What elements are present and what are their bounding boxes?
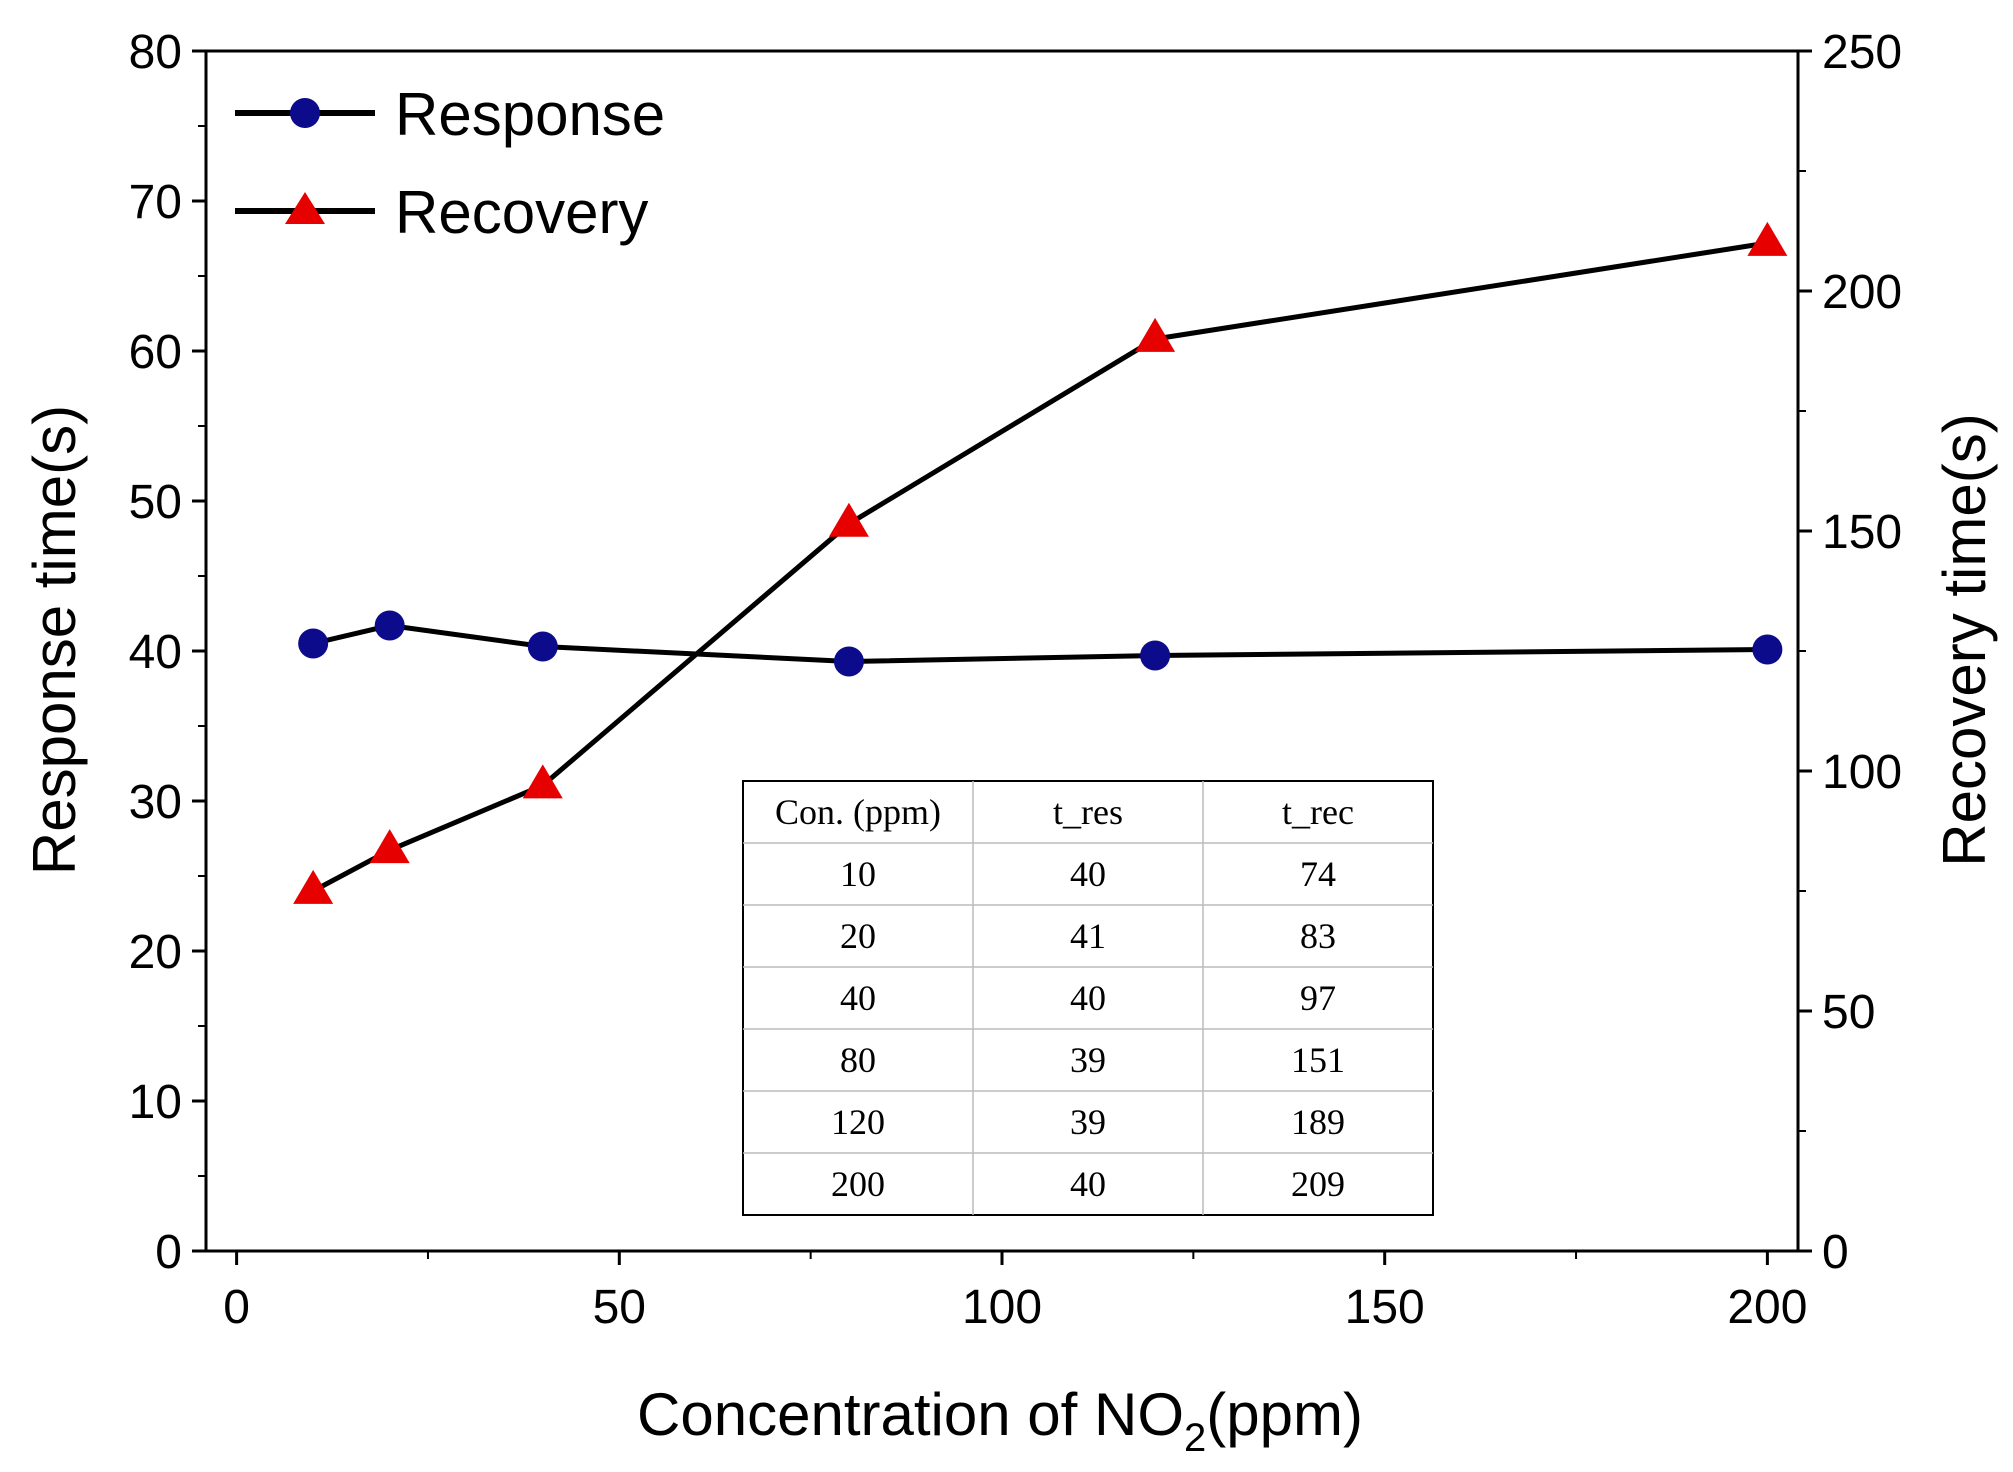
table-header-cell: t_res <box>1053 792 1123 832</box>
data-point-recovery <box>1135 317 1176 352</box>
axis-ticks: 0 50 100 150 200 0 10 20 30 40 50 60 70 80 0 50 100 150 20… <box>129 26 1902 1334</box>
data-point-response <box>1140 640 1171 671</box>
table-cell: 97 <box>1300 978 1336 1018</box>
y-right-tick-label: 50 <box>1822 986 1875 1039</box>
x-tick-label: 100 <box>962 1281 1042 1334</box>
table-cell: 40 <box>1070 978 1106 1018</box>
legend: Response Recovery <box>235 81 665 246</box>
y-left-tick-label: 80 <box>129 26 182 79</box>
x-tick-label: 50 <box>593 1281 646 1334</box>
table-cell: 80 <box>840 1040 876 1080</box>
table-text: Con. (ppm) t_res t_rec 10 40 74 20 41 83 40 40 97 80… <box>775 792 1354 1204</box>
data-point-response <box>374 610 405 641</box>
y-axis-left-title: Response time(s) <box>21 405 88 875</box>
y-right-tick-label: 100 <box>1822 746 1902 799</box>
legend-response-marker <box>290 98 320 128</box>
table-cell: 40 <box>840 978 876 1018</box>
y-left-tick-label: 50 <box>129 476 182 529</box>
x-axis-title: Concentration of NO2(ppm) <box>637 1381 1363 1460</box>
legend-response-label: Response <box>395 81 665 148</box>
table-cell: 10 <box>840 854 876 894</box>
table-cell: 200 <box>831 1164 885 1204</box>
data-point-recovery <box>369 829 410 864</box>
data-point-recovery <box>522 764 563 799</box>
y-right-tick-label: 0 <box>1822 1226 1849 1279</box>
legend-recovery-marker <box>285 192 325 224</box>
table-header-cell: Con. (ppm) <box>775 792 941 832</box>
table-cell: 74 <box>1300 854 1336 894</box>
table-cell: 40 <box>1070 1164 1106 1204</box>
y-left-tick-label: 20 <box>129 926 182 979</box>
y-right-tick-label: 150 <box>1822 506 1902 559</box>
x-tick-label: 0 <box>223 1281 250 1334</box>
x-tick-label: 150 <box>1345 1281 1425 1334</box>
table-cell: 120 <box>831 1102 885 1142</box>
table-cell: 39 <box>1070 1102 1106 1142</box>
legend-recovery-label: Recovery <box>395 179 648 246</box>
data-table: Con. (ppm) t_res t_rec 10 40 74 20 41 83 40 40 97 80… <box>742 780 1434 1216</box>
y-right-tick-label: 200 <box>1822 266 1902 319</box>
y-left-tick-label: 40 <box>129 626 182 679</box>
table-border <box>742 780 1434 1216</box>
table-cell: 39 <box>1070 1040 1106 1080</box>
data-point-recovery <box>1747 221 1788 256</box>
y-left-tick-label: 30 <box>129 776 182 829</box>
table-header-cell: t_rec <box>1282 792 1354 832</box>
y-axis-right-title: Recovery time(s) <box>1931 413 1998 866</box>
data-point-response <box>833 646 864 677</box>
y-left-tick-label: 60 <box>129 326 182 379</box>
y-left-tick-label: 0 <box>155 1226 182 1279</box>
table-cell: 83 <box>1300 916 1336 956</box>
data-point-recovery <box>828 502 869 537</box>
table-cell: 151 <box>1291 1040 1345 1080</box>
table-cell: 40 <box>1070 854 1106 894</box>
y-right-tick-label: 250 <box>1822 26 1902 79</box>
data-point-recovery <box>293 869 334 904</box>
table-cell: 20 <box>840 916 876 956</box>
series-layer <box>293 221 1788 904</box>
y-left-tick-label: 10 <box>129 1076 182 1129</box>
data-point-response <box>527 631 558 662</box>
y-left-tick-label: 70 <box>129 176 182 229</box>
table-grid <box>743 781 1433 1215</box>
data-point-response <box>1752 634 1783 665</box>
x-tick-label: 200 <box>1727 1281 1807 1334</box>
table-cell: 209 <box>1291 1164 1345 1204</box>
data-point-response <box>298 628 329 659</box>
table-cell: 189 <box>1291 1102 1345 1142</box>
table-cell: 41 <box>1070 916 1106 956</box>
